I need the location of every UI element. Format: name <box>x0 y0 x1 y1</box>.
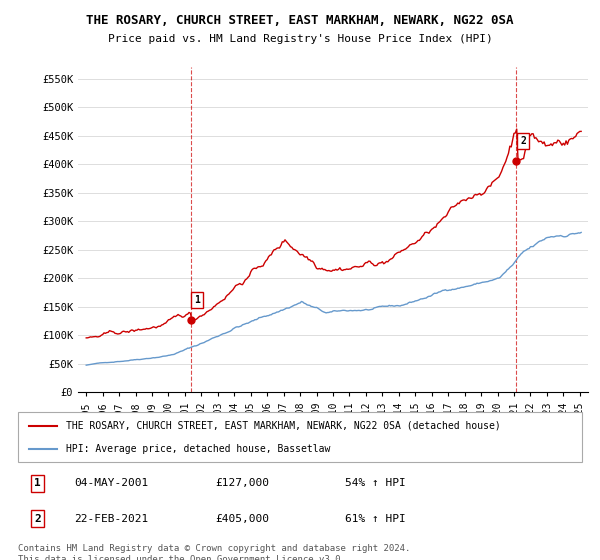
Text: 2: 2 <box>520 136 526 146</box>
Text: 54% ↑ HPI: 54% ↑ HPI <box>345 478 406 488</box>
Text: 2: 2 <box>34 514 41 524</box>
Text: Contains HM Land Registry data © Crown copyright and database right 2024.
This d: Contains HM Land Registry data © Crown c… <box>18 544 410 560</box>
Text: 1: 1 <box>194 295 200 305</box>
Text: THE ROSARY, CHURCH STREET, EAST MARKHAM, NEWARK, NG22 0SA: THE ROSARY, CHURCH STREET, EAST MARKHAM,… <box>86 14 514 27</box>
Text: 04-MAY-2001: 04-MAY-2001 <box>74 478 149 488</box>
Text: £127,000: £127,000 <box>215 478 269 488</box>
Text: £405,000: £405,000 <box>215 514 269 524</box>
Text: 22-FEB-2021: 22-FEB-2021 <box>74 514 149 524</box>
Text: THE ROSARY, CHURCH STREET, EAST MARKHAM, NEWARK, NG22 0SA (detached house): THE ROSARY, CHURCH STREET, EAST MARKHAM,… <box>66 421 500 431</box>
Text: 61% ↑ HPI: 61% ↑ HPI <box>345 514 406 524</box>
Text: 1: 1 <box>34 478 41 488</box>
Text: HPI: Average price, detached house, Bassetlaw: HPI: Average price, detached house, Bass… <box>66 445 331 454</box>
Text: Price paid vs. HM Land Registry's House Price Index (HPI): Price paid vs. HM Land Registry's House … <box>107 34 493 44</box>
FancyBboxPatch shape <box>18 412 582 462</box>
